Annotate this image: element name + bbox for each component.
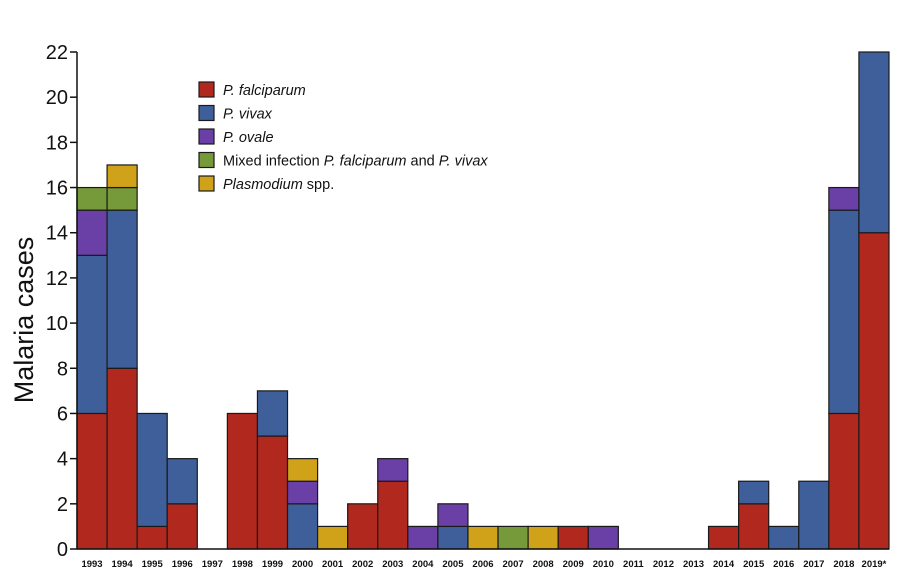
bar-segment-2010-series-2 (587, 525, 619, 550)
y-axis-title: Malaria cases (9, 237, 39, 404)
x-axis: 1993 1994 1995 1996 1997 1998 1999 2000 2001 2002… (77, 548, 889, 570)
legend-swatch (198, 81, 215, 98)
bar-segment-1993-series-1 (76, 254, 108, 415)
legend-swatch (198, 128, 215, 145)
x-tick-label: 1995 (142, 559, 164, 570)
bar-segment-2003-series-2 (377, 458, 409, 482)
x-tick-label: 2009 (563, 559, 584, 570)
legend-entry: P. falciparum (223, 83, 306, 99)
bar-segment-2018-series-2 (828, 186, 860, 211)
legend-swatch (198, 104, 215, 122)
legend-entry: P. vivax (223, 107, 273, 123)
bar-segment-2000-series-4 (286, 458, 319, 482)
bar-segment-1994-series-4 (106, 164, 138, 189)
x-tick-label: 2016 (773, 559, 794, 570)
bar-segment-2018-series-1 (828, 209, 860, 415)
bar-segment-1998-series-0 (226, 412, 259, 550)
x-tick-label: 2008 (533, 559, 554, 570)
y-tick-label: 0 (57, 539, 68, 561)
x-tick-label: 1999 (262, 559, 283, 570)
bar-segment-2002-series-0 (347, 503, 379, 550)
x-tick-label: 2007 (503, 559, 524, 570)
legend: P. falciparum P. vivax P. ovale Mixed infec… (198, 81, 488, 193)
y-tick-label: 22 (46, 42, 68, 64)
legend-entry: Mixed infection P. falciparum and P. viv… (223, 154, 488, 170)
y-axis: 0 2 4 6 8 10 12 14 16 18 20 22 (46, 42, 78, 561)
bar-segment-2019-series-0 (858, 232, 890, 550)
bar-segment-1995-series-1 (136, 412, 168, 528)
x-tick-label: 2004 (412, 559, 434, 570)
bar-segment-2005-series-1 (437, 525, 469, 550)
bar-segment-2005-series-2 (437, 503, 469, 528)
bar-segment-2015-series-0 (738, 503, 770, 550)
y-tick-label: 6 (57, 403, 68, 425)
legend-entry: P. ovale (223, 130, 274, 146)
y-tick-label: 10 (46, 313, 68, 335)
y-tick-label: 2 (57, 494, 68, 516)
x-tick-label: 1996 (172, 559, 193, 570)
y-tick-label: 16 (46, 178, 68, 200)
legend-swatch (198, 175, 215, 192)
x-tick-label: 1994 (112, 559, 134, 570)
x-tick-label: 2005 (442, 559, 464, 570)
legend-entry: Plasmodium spp. (223, 177, 334, 193)
y-tick-label: 14 (46, 223, 68, 245)
x-tick-label: 2014 (713, 559, 735, 570)
bar-segment-2019-series-1 (858, 51, 890, 234)
x-tick-label: 2001 (322, 559, 344, 570)
bar-segment-2001-series-4 (316, 525, 349, 550)
x-tick-label: 2018 (833, 559, 854, 570)
bar-segment-1993-series-0 (76, 412, 108, 550)
x-tick-label: 2013 (683, 559, 704, 570)
bar-segment-2017-series-1 (798, 480, 830, 550)
x-tick-label: 2019* (862, 559, 887, 570)
bar-segment-2007-series-3 (497, 525, 529, 550)
x-tick-label: 1993 (81, 559, 102, 570)
y-tick-label: 20 (46, 87, 68, 109)
bar-segment-2016-series-1 (768, 525, 800, 550)
bar-segment-1999-series-1 (256, 390, 289, 437)
bar-segment-2018-series-0 (828, 412, 860, 550)
legend-swatch (198, 151, 215, 169)
bar-segment-2004-series-2 (407, 525, 439, 550)
bar-segment-1994-series-3 (106, 186, 138, 211)
bar-segment-1996-series-1 (166, 458, 198, 505)
bar-segment-1995-series-0 (136, 525, 168, 550)
bar-segment-1999-series-0 (256, 435, 289, 550)
bar-stacks (76, 51, 890, 550)
bar-segment-2014-series-0 (707, 525, 740, 550)
y-tick-label: 18 (46, 132, 68, 154)
x-tick-label: 2017 (803, 559, 824, 570)
x-tick-label: 1998 (232, 559, 253, 570)
bar-segment-2003-series-0 (377, 480, 409, 550)
bar-segment-2000-series-2 (286, 480, 319, 505)
bar-segment-1993-series-3 (76, 186, 108, 211)
x-tick-label: 2010 (593, 559, 614, 570)
x-tick-label: 2012 (653, 559, 674, 570)
y-tick-label: 8 (57, 358, 68, 380)
bar-segment-2000-series-1 (286, 503, 319, 550)
x-tick-label: 2000 (292, 559, 313, 570)
x-tick-label: 2015 (743, 559, 765, 570)
x-tick-label: 1997 (202, 559, 223, 570)
x-tick-label: 2011 (623, 559, 644, 570)
bar-segment-2006-series-4 (467, 525, 499, 550)
bar-segment-1994-series-1 (106, 209, 138, 369)
y-tick-label: 12 (46, 268, 68, 290)
x-tick-label: 2003 (382, 559, 403, 570)
bar-segment-1994-series-0 (106, 367, 138, 550)
bar-segment-2008-series-4 (527, 525, 559, 550)
bar-segment-1996-series-0 (166, 503, 198, 550)
x-tick-label: 2006 (472, 559, 493, 570)
y-tick-label: 4 (57, 449, 68, 471)
x-tick-label: 2002 (352, 559, 373, 570)
bar-segment-2015-series-1 (738, 480, 770, 505)
bar-segment-2009-series-0 (557, 525, 589, 550)
bar-segment-1993-series-2 (76, 209, 108, 256)
